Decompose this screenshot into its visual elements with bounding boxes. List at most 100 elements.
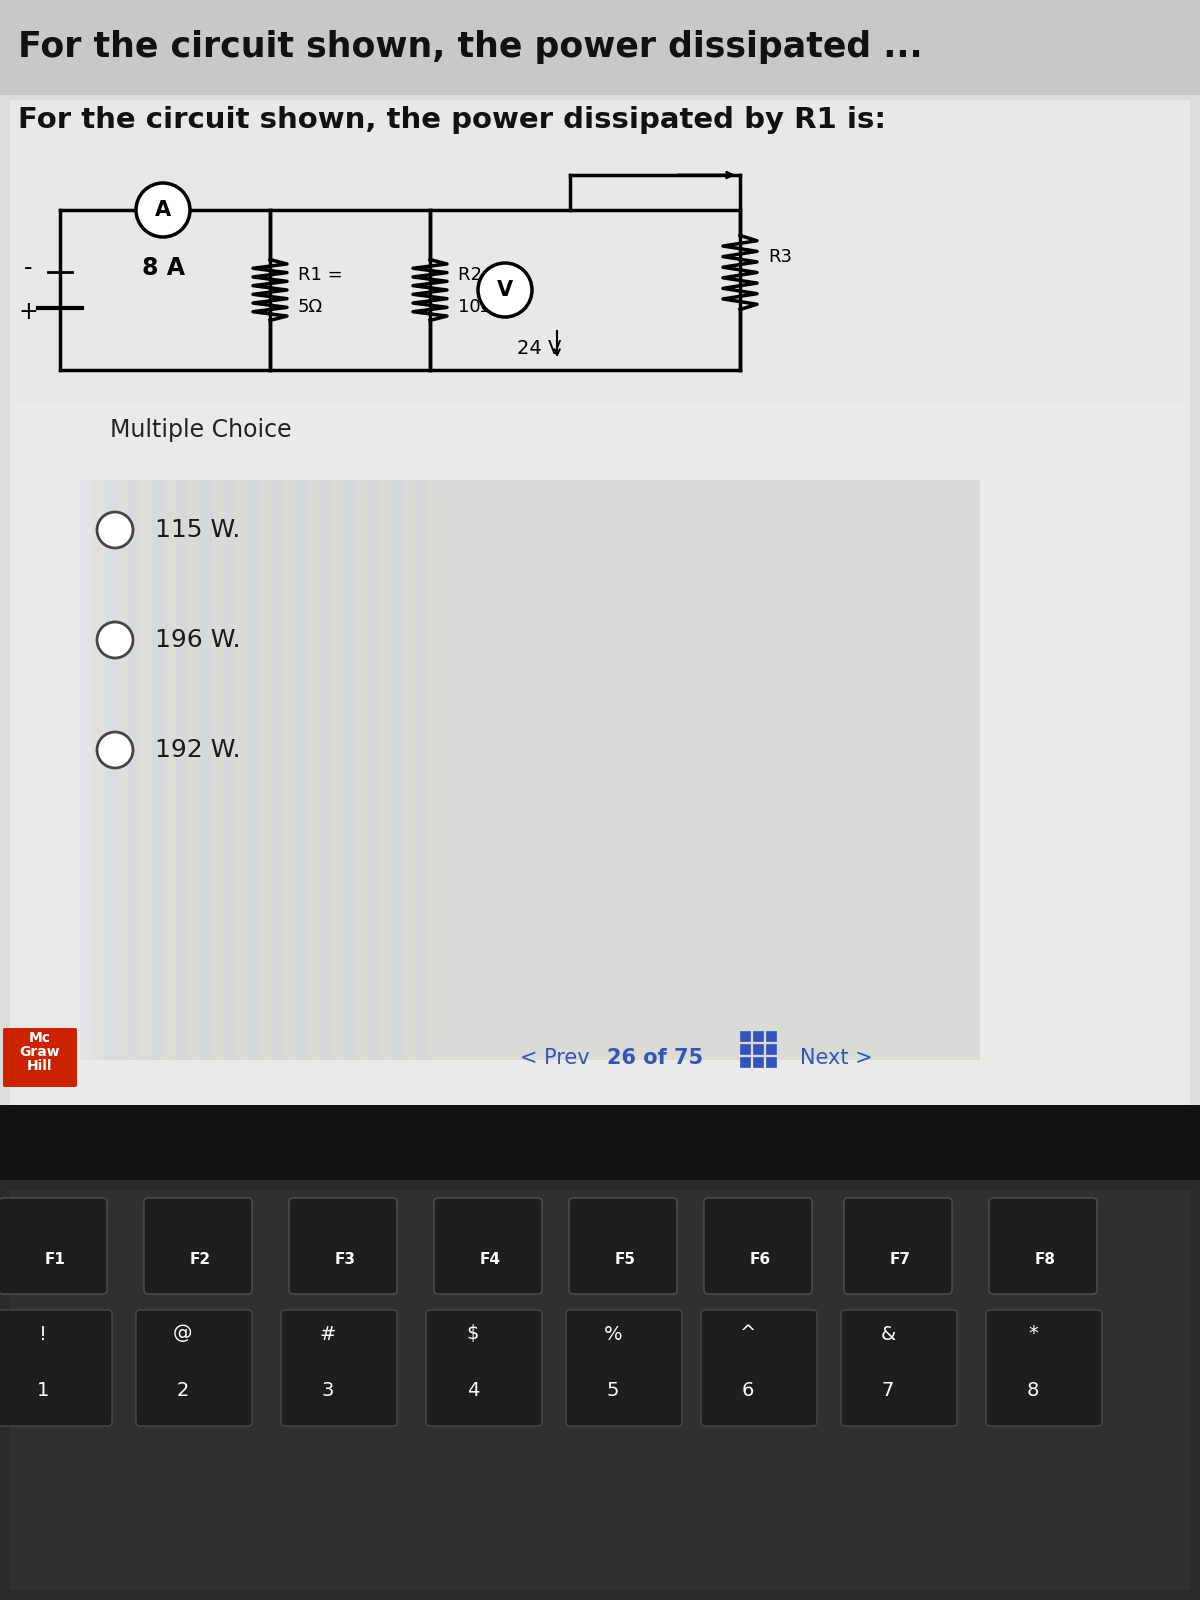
FancyBboxPatch shape (989, 1198, 1097, 1294)
Text: 10Ω: 10Ω (458, 298, 494, 317)
FancyBboxPatch shape (416, 480, 980, 1059)
FancyBboxPatch shape (332, 480, 980, 1059)
Text: 7: 7 (882, 1381, 894, 1400)
Text: 5: 5 (607, 1381, 619, 1400)
Text: -: - (24, 256, 32, 280)
FancyBboxPatch shape (308, 480, 980, 1059)
Text: %: % (604, 1325, 623, 1344)
Text: ^: ^ (740, 1325, 756, 1344)
Text: F4: F4 (480, 1253, 500, 1267)
Bar (766, 1030, 776, 1042)
Text: For the circuit shown, the power dissipated ...: For the circuit shown, the power dissipa… (18, 30, 923, 64)
Text: R1 =: R1 = (298, 266, 343, 285)
FancyBboxPatch shape (236, 480, 980, 1059)
Circle shape (136, 182, 190, 237)
FancyBboxPatch shape (2, 1029, 77, 1086)
FancyBboxPatch shape (0, 1181, 1200, 1600)
FancyBboxPatch shape (260, 480, 980, 1059)
FancyBboxPatch shape (176, 480, 980, 1059)
Circle shape (478, 262, 532, 317)
Text: *: * (1028, 1325, 1038, 1344)
FancyBboxPatch shape (0, 1198, 107, 1294)
Bar (740, 1058, 750, 1067)
FancyBboxPatch shape (104, 480, 980, 1059)
Text: 4: 4 (467, 1381, 479, 1400)
FancyBboxPatch shape (152, 480, 980, 1059)
FancyBboxPatch shape (92, 480, 980, 1059)
Bar (740, 1043, 750, 1054)
Text: For the circuit shown, the power dissipated by R1 is:: For the circuit shown, the power dissipa… (18, 106, 886, 134)
Text: 196 W.: 196 W. (155, 627, 241, 653)
Text: < Prev: < Prev (521, 1048, 590, 1069)
Text: Multiple Choice: Multiple Choice (110, 418, 292, 442)
Text: F5: F5 (614, 1253, 636, 1267)
FancyBboxPatch shape (320, 480, 980, 1059)
Circle shape (97, 733, 133, 768)
Text: 192 W.: 192 W. (155, 738, 241, 762)
FancyBboxPatch shape (404, 480, 980, 1059)
Text: Graw: Graw (19, 1045, 60, 1059)
FancyBboxPatch shape (272, 480, 980, 1059)
FancyBboxPatch shape (566, 1310, 682, 1426)
FancyBboxPatch shape (136, 1310, 252, 1426)
FancyBboxPatch shape (428, 480, 980, 1059)
Text: 3: 3 (322, 1381, 334, 1400)
FancyBboxPatch shape (14, 403, 1186, 1098)
Bar (766, 1058, 776, 1067)
Text: #: # (320, 1325, 336, 1344)
Text: 8: 8 (1027, 1381, 1039, 1400)
FancyBboxPatch shape (704, 1198, 812, 1294)
Text: 6: 6 (742, 1381, 754, 1400)
FancyBboxPatch shape (0, 0, 1200, 94)
FancyBboxPatch shape (0, 0, 1200, 1110)
FancyBboxPatch shape (284, 480, 980, 1059)
FancyBboxPatch shape (10, 99, 1190, 1106)
FancyBboxPatch shape (140, 480, 980, 1059)
FancyBboxPatch shape (248, 480, 980, 1059)
FancyBboxPatch shape (841, 1310, 958, 1426)
FancyBboxPatch shape (289, 1198, 397, 1294)
FancyBboxPatch shape (368, 480, 980, 1059)
Text: Next >: Next > (800, 1048, 872, 1069)
FancyBboxPatch shape (380, 480, 980, 1059)
Text: @: @ (173, 1325, 193, 1344)
FancyBboxPatch shape (128, 480, 980, 1059)
Text: V: V (497, 280, 514, 301)
FancyBboxPatch shape (188, 480, 980, 1059)
FancyBboxPatch shape (116, 480, 980, 1059)
Bar (754, 1030, 763, 1042)
Text: F7: F7 (889, 1253, 911, 1267)
Text: +: + (18, 301, 38, 323)
FancyBboxPatch shape (164, 480, 980, 1059)
FancyBboxPatch shape (844, 1198, 952, 1294)
Text: Mc: Mc (29, 1030, 50, 1045)
Text: F6: F6 (750, 1253, 770, 1267)
Text: R3: R3 (768, 248, 792, 267)
Text: 115 W.: 115 W. (155, 518, 240, 542)
FancyBboxPatch shape (701, 1310, 817, 1426)
FancyBboxPatch shape (212, 480, 980, 1059)
FancyBboxPatch shape (356, 480, 980, 1059)
FancyBboxPatch shape (986, 1310, 1102, 1426)
FancyBboxPatch shape (344, 480, 980, 1059)
Text: 5Ω: 5Ω (298, 298, 323, 317)
Text: Hill: Hill (28, 1059, 53, 1074)
Text: F8: F8 (1034, 1253, 1056, 1267)
Circle shape (97, 622, 133, 658)
Circle shape (97, 512, 133, 547)
FancyBboxPatch shape (224, 480, 980, 1059)
FancyBboxPatch shape (426, 1310, 542, 1426)
Text: !: ! (40, 1325, 47, 1344)
Text: F3: F3 (335, 1253, 355, 1267)
Text: 2: 2 (176, 1381, 190, 1400)
FancyBboxPatch shape (0, 1106, 1200, 1186)
FancyBboxPatch shape (80, 480, 980, 1059)
Text: 1: 1 (37, 1381, 49, 1400)
Text: F1: F1 (44, 1253, 66, 1267)
FancyBboxPatch shape (144, 1198, 252, 1294)
Text: A: A (155, 200, 172, 219)
Text: $: $ (467, 1325, 479, 1344)
FancyBboxPatch shape (281, 1310, 397, 1426)
Bar (754, 1043, 763, 1054)
FancyBboxPatch shape (10, 1190, 1190, 1590)
